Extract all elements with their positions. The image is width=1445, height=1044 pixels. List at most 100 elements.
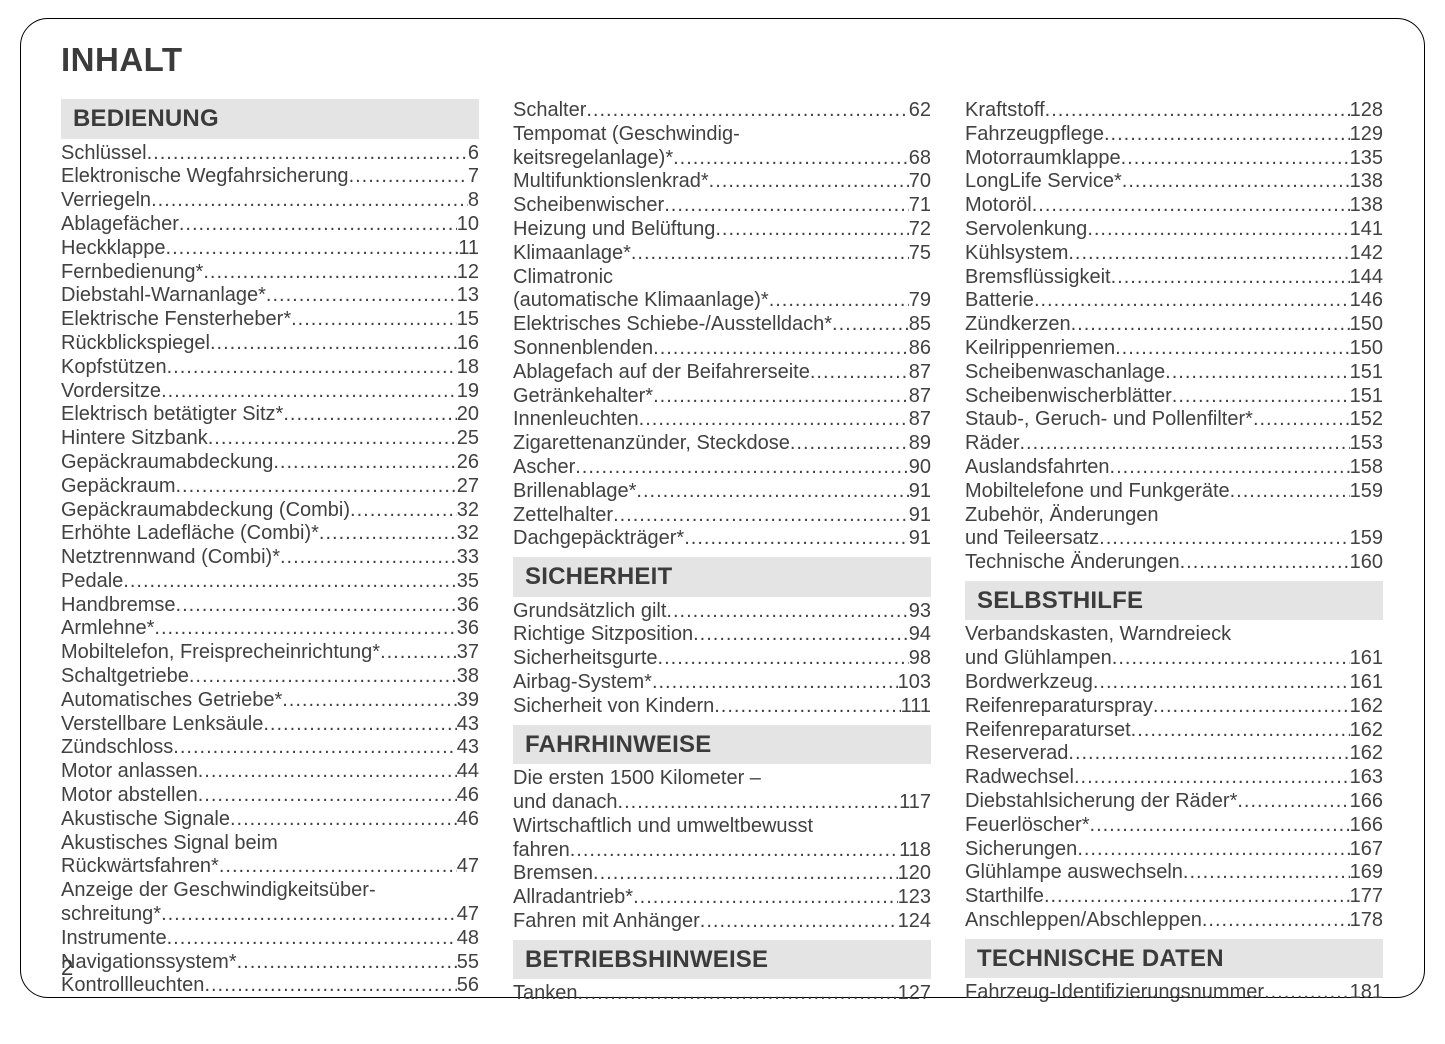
- toc-continuation: Anzeige der Geschwindigkeitsüber-: [61, 879, 479, 903]
- toc-leader-dots: [700, 910, 898, 934]
- toc-entry: Keilrippenriemen150: [965, 337, 1383, 361]
- toc-page-number: 141: [1350, 218, 1383, 242]
- toc-leader-dots: [1110, 456, 1350, 480]
- toc-label: Feuerlöscher*: [965, 814, 1090, 838]
- toc-entry: fahren118: [513, 839, 931, 863]
- toc-entry: Feuerlöscher*166: [965, 814, 1383, 838]
- toc-label: Bremsen: [513, 862, 593, 886]
- toc-leader-dots: [578, 982, 898, 1006]
- toc-page-number: 37: [457, 641, 479, 665]
- toc-entry: Zettelhalter91: [513, 504, 931, 528]
- toc-page-number: 159: [1350, 527, 1383, 551]
- toc-label: fahren: [513, 839, 570, 863]
- toc-page-number: 16: [457, 332, 479, 356]
- toc-entry: Anschleppen/Abschleppen178: [965, 909, 1383, 933]
- section-header: SICHERHEIT: [513, 557, 931, 597]
- toc-label: Scheibenwischerblätter: [965, 385, 1172, 409]
- toc-leader-dots: [1112, 647, 1350, 671]
- page-title: INHALT: [61, 41, 1384, 79]
- toc-leader-dots: [1180, 551, 1350, 575]
- toc-leader-dots: [167, 356, 457, 380]
- toc-leader-dots: [173, 736, 456, 760]
- toc-page-number: 181: [1350, 981, 1383, 1005]
- toc-page-number: 144: [1350, 266, 1383, 290]
- toc-leader-dots: [1111, 266, 1350, 290]
- toc-label: Netztrennwand (Combi)*: [61, 546, 280, 570]
- toc-leader-dots: [1253, 408, 1350, 432]
- toc-entry: Sicherheitsgurte98: [513, 647, 931, 671]
- toc-entry: Elektronische Wegfahrsicherung7: [61, 165, 479, 189]
- toc-leader-dots: [1172, 385, 1350, 409]
- toc-leader-dots: [790, 432, 909, 456]
- toc-label: Klimaanlage*: [513, 242, 631, 266]
- toc-leader-dots: [204, 974, 456, 998]
- section-header: SELBSTHILFE: [965, 581, 1383, 621]
- toc-label: Elektrisches Schiebe-/Ausstelldach*: [513, 313, 832, 337]
- toc-entry: Automatisches Getriebe*39: [61, 689, 479, 713]
- toc-leader-dots: [123, 570, 456, 594]
- toc-label: Motor abstellen: [61, 784, 198, 808]
- toc-entry: Airbag-System*103: [513, 671, 931, 695]
- toc-entry: Fernbedienung*12: [61, 261, 479, 285]
- toc-entry: Kraftstoff128: [965, 99, 1383, 123]
- toc-label: Airbag-System*: [513, 671, 652, 695]
- toc-label: Kopfstützen: [61, 356, 167, 380]
- toc-leader-dots: [1068, 742, 1349, 766]
- toc-leader-dots: [283, 403, 456, 427]
- toc-label: und danach: [513, 791, 618, 815]
- toc-page-number: 7: [468, 165, 479, 189]
- toc-entry: Batterie146: [965, 289, 1383, 313]
- toc-leader-dots: [684, 527, 909, 551]
- toc-entry: Rückblickspiegel16: [61, 332, 479, 356]
- toc-entry: Scheibenwischer71: [513, 194, 931, 218]
- toc-leader-dots: [1071, 313, 1350, 337]
- toc-leader-dots: [219, 855, 457, 879]
- toc-leader-dots: [280, 546, 457, 570]
- toc-page-number: 32: [457, 499, 479, 523]
- toc-page-number: 123: [898, 886, 931, 910]
- toc-leader-dots: [586, 99, 908, 123]
- toc-label: Glühlampe auswechseln: [965, 861, 1183, 885]
- toc-label: Auslandsfahrten: [965, 456, 1110, 480]
- toc-page-number: 20: [457, 403, 479, 427]
- toc-leader-dots: [1104, 123, 1350, 147]
- toc-page-number: 169: [1350, 861, 1383, 885]
- toc-entry: Brillenablage*91: [513, 480, 931, 504]
- toc-entry: Innenleuchten87: [513, 408, 931, 432]
- toc-page-number: 87: [909, 385, 931, 409]
- toc-leader-dots: [380, 641, 457, 665]
- toc-leader-dots: [166, 237, 459, 261]
- toc-entry: Scheibenwaschanlage151: [965, 361, 1383, 385]
- toc-label: Diebstahlsicherung der Räder*: [965, 790, 1237, 814]
- toc-label: Handbremse: [61, 594, 176, 618]
- toc-label: Gepäckraumabdeckung (Combi): [61, 499, 350, 523]
- toc-entry: Gepäckraumabdeckung26: [61, 451, 479, 475]
- toc-leader-dots: [208, 427, 457, 451]
- toc-leader-dots: [237, 951, 457, 975]
- toc-leader-dots: [230, 808, 457, 832]
- toc-page-number: 26: [457, 451, 479, 475]
- toc-page-number: 160: [1350, 551, 1383, 575]
- toc-leader-dots: [1044, 885, 1350, 909]
- toc-entry: Handbremse36: [61, 594, 479, 618]
- toc-page-number: 85: [909, 313, 931, 337]
- toc-page-number: 117: [899, 791, 931, 815]
- toc-entry: Sicherheit von Kindern 111: [513, 695, 931, 719]
- toc-label: Kraftstoff: [965, 99, 1045, 123]
- toc-entry: Kopfstützen18: [61, 356, 479, 380]
- page-number: 2: [61, 955, 73, 981]
- toc-label: Mobiltelefon, Freisprecheinrichtung*: [61, 641, 380, 665]
- toc-entry: Sonnenblenden86: [513, 337, 931, 361]
- toc-entry: Ablagefächer10: [61, 213, 479, 237]
- toc-page-number: 163: [1350, 766, 1383, 790]
- toc-entry: Schaltgetriebe38: [61, 665, 479, 689]
- toc-label: Heizung und Belüftung: [513, 218, 715, 242]
- toc-entry: Kontrollleuchten56: [61, 974, 479, 998]
- toc-entry: keitsregelanlage)*68: [513, 147, 931, 171]
- toc-page-number: 146: [1350, 289, 1383, 313]
- toc-continuation: Zubehör, Änderungen: [965, 504, 1383, 528]
- toc-page-number: 10: [457, 213, 479, 237]
- toc-label: Fahren mit Anhänger: [513, 910, 700, 934]
- toc-leader-dots: [636, 480, 908, 504]
- toc-page-number: 91: [909, 504, 931, 528]
